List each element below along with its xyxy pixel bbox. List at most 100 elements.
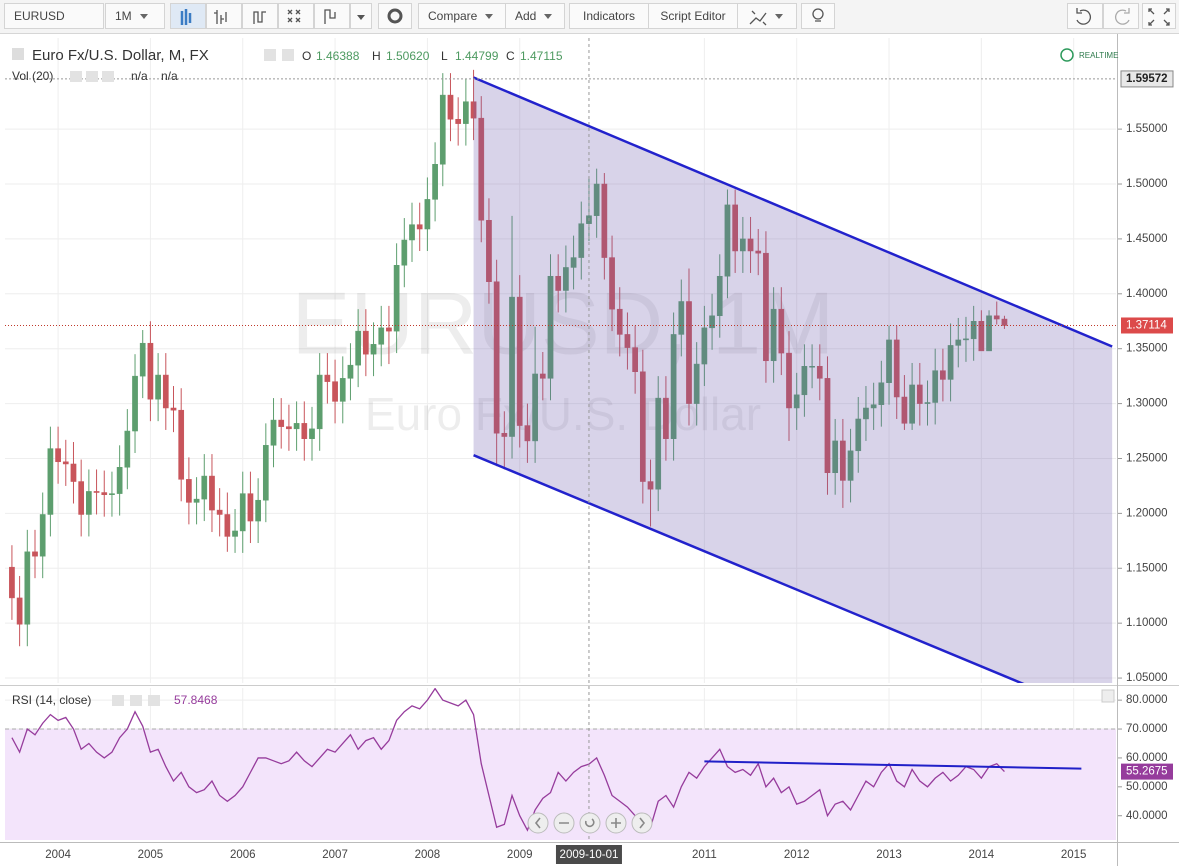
candle-body [478, 117, 485, 221]
candle-body [362, 330, 369, 355]
candles-button[interactable] [170, 3, 206, 29]
rsi-last-label: 55.2675 [1126, 766, 1168, 778]
ohlc-value: 1.47115 [520, 49, 563, 63]
rsi-title: RSI (14, close) [12, 693, 91, 707]
reset[interactable] [579, 812, 601, 834]
candle-body [109, 493, 115, 495]
candle-body [509, 296, 515, 437]
candle-body [162, 374, 169, 409]
drawing-tools[interactable] [737, 3, 797, 29]
toolbar-icons [180, 8, 1170, 26]
candle-body [93, 491, 100, 493]
candle-body [955, 339, 962, 346]
legend-icon [112, 695, 124, 706]
kagi-icon [324, 9, 336, 24]
candle-body [832, 440, 839, 474]
candle-body [824, 378, 831, 474]
candle-body [355, 330, 362, 366]
crosshair-label: 2009-10-01 [560, 849, 619, 861]
candle-body [532, 373, 538, 442]
scroll-right[interactable] [631, 812, 653, 834]
candle-body [878, 382, 885, 405]
x-tick-label: 2011 [692, 849, 717, 861]
x-tick-label: 2006 [230, 849, 256, 861]
legend-icon [282, 49, 294, 61]
candle-body [9, 566, 15, 599]
ohlc-key: L [441, 49, 448, 63]
ohlc-key: H [372, 49, 381, 63]
volume-label: Vol (20) [12, 69, 53, 83]
indicators-button[interactable]: Indicators [569, 3, 649, 29]
legend-icon [70, 71, 82, 82]
candle-body [393, 265, 400, 332]
candle-body [409, 224, 415, 241]
button-label: Script Editor [660, 9, 726, 23]
ohlc-key: O [302, 49, 311, 63]
candle-body [155, 374, 161, 400]
ideas-button[interactable] [801, 3, 835, 29]
script-editor-button[interactable]: Script Editor [648, 3, 738, 29]
candle-body [278, 419, 285, 427]
y-tick-label: 1.25000 [1126, 453, 1168, 465]
candle-body [801, 366, 808, 396]
fullscreen-button[interactable] [1142, 3, 1176, 29]
candle-body [686, 301, 692, 404]
pnf-button[interactable] [278, 3, 314, 29]
scroll-left[interactable] [527, 812, 549, 834]
candle-body [416, 224, 423, 230]
candles [9, 69, 1008, 647]
price-line-box [1120, 70, 1174, 88]
x-tick-label: 2015 [1061, 849, 1087, 861]
redo-button[interactable] [1103, 3, 1139, 29]
last-price-box [1121, 317, 1173, 334]
chart-title: Euro Fx/U.S. Dollar, M, FX [32, 47, 209, 64]
bars-icon [214, 10, 227, 24]
candle-body [624, 334, 631, 348]
legend-icon [102, 71, 114, 82]
settings-button[interactable] [378, 3, 412, 29]
channel [5, 76, 1116, 683]
line-icon [253, 11, 266, 24]
navigation [527, 812, 653, 834]
interval-select[interactable]: 1M [105, 3, 165, 29]
add-button[interactable]: Add [505, 3, 565, 29]
x-tick-label: 2005 [138, 849, 164, 861]
ohlc-key: C [506, 49, 515, 63]
candle-body [424, 199, 431, 230]
symbol-input[interactable]: EURUSD [4, 3, 104, 29]
bars-button[interactable] [206, 3, 242, 29]
candle-body [886, 339, 892, 383]
candle-body [216, 509, 223, 515]
undo-button[interactable] [1067, 3, 1103, 29]
rsi-trendline [704, 760, 1082, 770]
candle-body [993, 315, 1000, 320]
candle-body [378, 327, 385, 345]
maximize-button[interactable] [1101, 689, 1115, 703]
candle-body [739, 238, 746, 252]
candle-body [963, 338, 969, 341]
compare-button[interactable]: Compare [418, 3, 506, 29]
candle-body [493, 281, 500, 434]
legend-icon [130, 695, 142, 706]
candle-body [901, 396, 908, 424]
y-tick-label: 1.45000 [1126, 233, 1168, 245]
kagi-button[interactable] [314, 3, 350, 29]
line-button[interactable] [242, 3, 278, 29]
candle-body [270, 419, 277, 446]
candle-body [647, 481, 654, 490]
y-tick-label: 1.30000 [1126, 398, 1168, 410]
y-tick-label: 1.35000 [1126, 343, 1168, 355]
candle-body [62, 461, 69, 465]
candle-body [909, 384, 915, 424]
candle-body [193, 498, 200, 503]
candle-body [447, 94, 454, 120]
x-tick-label: 2004 [45, 849, 71, 861]
caret [139, 14, 148, 20]
candle-body [147, 342, 154, 400]
candle-body [632, 347, 638, 373]
candle-body [870, 404, 877, 409]
ohlc-value: 1.46388 [316, 49, 360, 63]
y-tick-label: 1.40000 [1126, 288, 1168, 300]
bulb-icon [812, 8, 824, 20]
candle-body [516, 296, 523, 426]
